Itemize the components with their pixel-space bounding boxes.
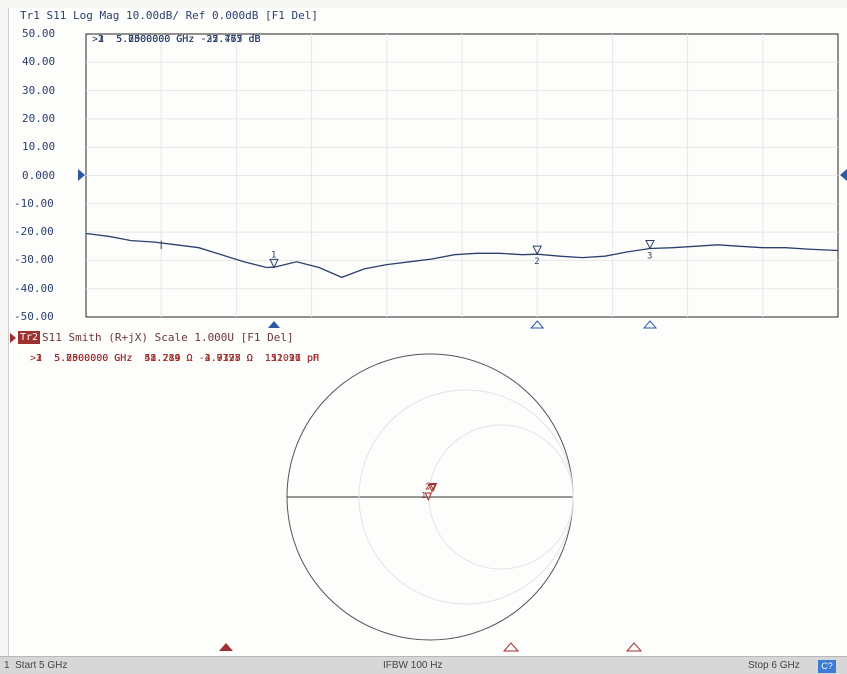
smith-marker-3[interactable] — [429, 482, 438, 492]
y-tick-label: 0.000 — [22, 168, 56, 182]
smith-marker-2[interactable] — [428, 484, 436, 493]
trace1-markers: 1 2 3 — [160, 239, 655, 269]
y-tick-label: -10.00 — [14, 196, 54, 210]
trace1-marker-2[interactable] — [532, 245, 543, 256]
trace1-marker-3[interactable] — [645, 239, 655, 250]
trace2-bottom-marker-2 — [502, 642, 520, 652]
status-stop: Stop 6 GHz — [748, 660, 800, 671]
y-tick-label: 30.00 — [22, 83, 56, 97]
smith-r-circle — [428, 424, 574, 570]
trace1-bottom-marker-triangles — [268, 320, 658, 329]
trace1-bottom-marker-1 — [268, 321, 280, 328]
trace1-line — [85, 232, 839, 279]
ref-level-arrow-left[interactable] — [78, 169, 85, 181]
status-bar: 1 Start 5 GHz IFBW 100 Hz Stop 6 GHz C? — [0, 656, 847, 674]
channel-badge[interactable]: C? — [818, 660, 836, 673]
trace2-tag[interactable]: Tr2 — [18, 331, 41, 344]
trace1-marker-line: 3 5.7500000 GHz -25.775 dB — [92, 34, 261, 45]
trace2-header: S11 Smith (R+jX) Scale 1.000U [F1 Del] — [42, 331, 294, 344]
y-tick-label: -30.00 — [14, 253, 54, 267]
smith-markers: 123 — [421, 481, 438, 502]
trace1-header: Tr1 S11 Log Mag 10.00dB/ Ref 0.000dB [F1… — [20, 9, 319, 22]
trace2-bottom-marker-3 — [625, 642, 643, 652]
status-ifbw: IFBW 100 Hz — [383, 660, 443, 671]
trace2-marker-line: 2 5.6000000 GHz 51.289 Ω 3.9397 Ω 111.97… — [30, 353, 319, 364]
smith-chart: 123 — [219, 353, 643, 652]
trace2-active-arrow-icon — [10, 333, 16, 343]
trace1-marker-label: 1 — [271, 250, 276, 260]
y-tick-label: 40.00 — [22, 55, 56, 69]
y-tick-label: 20.00 — [22, 111, 56, 125]
smith-marker-label: 3 — [426, 481, 431, 490]
trace1-marker-line: >1 5.2500000 GHz -32.453 dB — [92, 34, 261, 45]
trace2-marker-line: >1 5.2500000 GHz 48.784 Ω -2.0175 Ω 15.0… — [30, 353, 319, 364]
smith-marker-label: 1 — [421, 491, 426, 500]
trace1-marker-label: 3 — [647, 251, 652, 261]
trace1-marker-1[interactable] — [269, 258, 279, 269]
logmag-plot: 1 2 3 — [78, 33, 847, 329]
trace1-marker-line: 2 5.6000000 GHz -27.767 dB — [92, 34, 261, 45]
y-tick-label: -40.00 — [14, 281, 54, 295]
y-tick-label: -50.00 — [14, 310, 54, 323]
trace1-bottom-marker-3 — [642, 320, 658, 329]
y-tick-label: 10.00 — [22, 140, 56, 154]
status-start: 1 Start 5 GHz — [4, 660, 68, 671]
trace1-bottom-marker-2 — [530, 320, 545, 329]
ref-level-arrow-right[interactable] — [840, 169, 847, 181]
trace2-marker-line: 3 5.7500000 GHz 52.219 Ω 4.7728 Ω 132.11… — [30, 353, 319, 364]
smith-marker-label: 2 — [425, 483, 430, 492]
smith-marker-1[interactable] — [424, 492, 433, 502]
y-tick-label: 50.00 — [22, 27, 56, 40]
y-tick-label: -20.00 — [14, 225, 54, 239]
plot-grid — [86, 34, 838, 317]
trace2-bottom-marker-1 — [219, 643, 233, 651]
trace1-marker-label: 2 — [534, 257, 539, 267]
